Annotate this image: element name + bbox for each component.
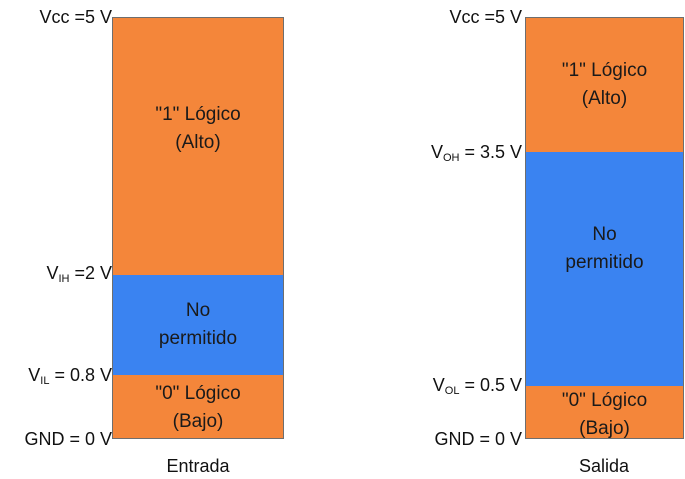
output-vol-label: VOL = 0.5 V [432, 375, 522, 397]
input-high-sublabel: (Alto) [175, 131, 221, 153]
input-low-region: "0" Lógico (Bajo) [113, 375, 283, 438]
output-forbidden-sublabel: permitido [565, 252, 644, 273]
input-column: Vcc =5 V VIH =2 V VIL = 0.8 V GND = 0 V … [0, 0, 300, 479]
input-vih-label: VIH =2 V [46, 263, 112, 285]
output-high-sublabel: (Alto) [581, 88, 628, 109]
output-forbidden-label: No [592, 224, 617, 245]
output-low-label: "0" Lógico [561, 390, 648, 411]
input-low-label: "0" Lógico [155, 382, 241, 404]
input-forbidden-label: No [185, 300, 211, 321]
output-gnd-label: GND = 0 V [434, 429, 522, 449]
output-vcc-label: Vcc =5 V [449, 7, 522, 27]
input-forbidden-sublabel: permitido [158, 328, 238, 349]
input-high-region: "1" Lógico (Alto) [113, 18, 283, 275]
output-column: Vcc =5 V VOH = 3.5 V VOL = 0.5 V GND = 0… [300, 0, 685, 479]
input-forbidden-region: No permitido [113, 275, 283, 375]
input-gnd-label: GND = 0 V [24, 429, 112, 449]
output-voltage-bar: "1" Lógico (Alto) No permitido "0" Lógic… [525, 17, 684, 439]
input-vil-label: VIL = 0.8 V [28, 365, 112, 387]
input-low-sublabel: (Bajo) [172, 410, 224, 432]
input-high-label: "1" Lógico [155, 103, 241, 125]
output-forbidden-region: No permitido [526, 152, 683, 386]
output-low-region: "0" Lógico (Bajo) [526, 386, 683, 439]
output-caption: Salida [578, 456, 630, 476]
output-low-sublabel: (Bajo) [579, 418, 630, 439]
input-caption: Entrada [166, 456, 230, 476]
output-high-region: "1" Lógico (Alto) [526, 18, 683, 152]
input-voltage-bar: "1" Lógico (Alto) No permitido "0" Lógic… [112, 17, 284, 439]
input-vcc-label: Vcc =5 V [39, 7, 112, 27]
output-high-label: "1" Lógico [561, 60, 648, 81]
output-voh-label: VOH = 3.5 V [430, 142, 522, 164]
